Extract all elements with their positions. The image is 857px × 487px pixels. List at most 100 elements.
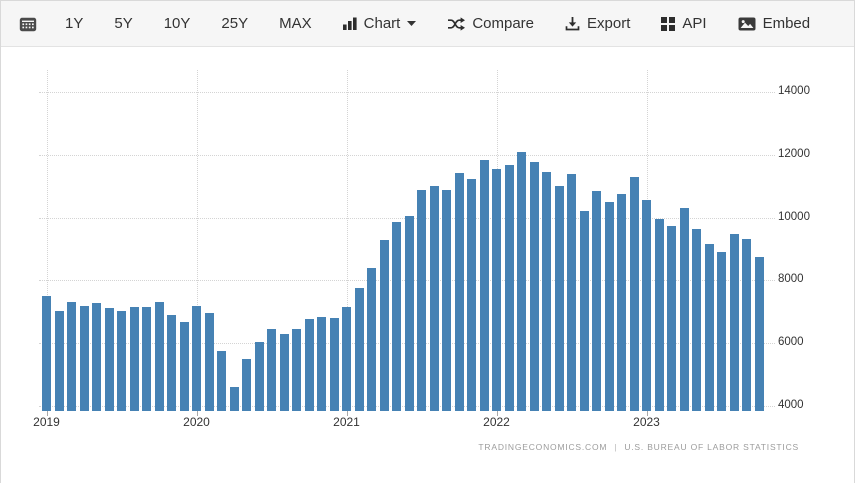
bar-2022-03[interactable] [517, 152, 526, 411]
y-axis-tick-label: 8000 [778, 273, 804, 286]
bar-2021-04[interactable] [379, 239, 389, 411]
x-axis-tick [646, 411, 648, 416]
bar-2023-05[interactable] [692, 229, 701, 411]
y-axis-tick-label: 12000 [778, 147, 810, 160]
bar-2023-01[interactable] [642, 200, 651, 411]
chart-toolbar: 1Y 5Y 10Y 25Y MAX Chart Compare [1, 1, 854, 47]
y-axis-tick-label: 6000 [778, 336, 804, 349]
attribution: TRADINGECONOMICS.COM | U.S. BUREAU OF LABO… [478, 442, 799, 452]
bar-2020-11[interactable] [317, 316, 326, 411]
bar-2020-07[interactable] [267, 329, 276, 411]
bar-2021-08[interactable] [429, 186, 439, 411]
bar-2021-07[interactable] [417, 189, 426, 411]
api-button[interactable]: API [659, 11, 708, 36]
y-gridline [39, 92, 775, 93]
embed-image-icon [738, 17, 756, 30]
range-button-25y[interactable]: 25Y [219, 11, 250, 36]
bar-2021-02[interactable] [354, 288, 364, 411]
bar-2019-06[interactable] [104, 308, 114, 411]
y-axis-tick-label: 14000 [778, 85, 810, 97]
attribution-source: TRADINGECONOMICS.COM [478, 442, 608, 452]
bar-2022-01[interactable] [492, 168, 501, 411]
bar-2022-11[interactable] [617, 193, 626, 411]
bar-2022-10[interactable] [604, 202, 614, 411]
chart-type-label: Chart [363, 15, 401, 32]
bar-2021-03[interactable] [367, 268, 376, 411]
bar-2019-04[interactable] [79, 305, 89, 411]
range-button-5y[interactable]: 5Y [112, 11, 134, 36]
api-grid-icon [661, 16, 676, 31]
range-button-10y[interactable]: 10Y [162, 11, 193, 36]
shuffle-icon [448, 16, 466, 31]
calendar-button[interactable] [17, 12, 39, 36]
x-axis-tick-label: 2019 [33, 415, 60, 429]
bar-2022-04[interactable] [529, 162, 539, 411]
bar-2019-09[interactable] [142, 307, 151, 411]
api-label: API [682, 15, 707, 32]
export-label: Export [587, 15, 631, 32]
chevron-down-icon [407, 21, 417, 26]
x-gridline [196, 70, 198, 411]
x-axis-tick-label: 2023 [633, 415, 660, 429]
bar-2020-05[interactable] [242, 358, 251, 411]
bar-2021-06[interactable] [404, 215, 414, 411]
bar-2023-10[interactable] [754, 257, 764, 411]
bar-2022-08[interactable] [579, 211, 589, 411]
bar-2023-02[interactable] [654, 219, 664, 411]
y-gridline [39, 154, 775, 156]
export-button[interactable]: Export [563, 11, 632, 36]
bar-2020-10[interactable] [304, 319, 314, 411]
compare-button[interactable]: Compare [445, 11, 536, 36]
bar-2022-02[interactable] [504, 165, 514, 411]
bar-2022-05[interactable] [542, 172, 551, 411]
bar-2023-08[interactable] [729, 233, 739, 411]
bar-2020-01[interactable] [192, 306, 201, 411]
bar-2022-07[interactable] [567, 173, 576, 411]
embed-button[interactable]: Embed [736, 11, 813, 36]
bar-2019-07[interactable] [117, 310, 126, 411]
bar-2019-10[interactable] [154, 302, 164, 411]
bar-2020-03[interactable] [217, 351, 226, 411]
y-axis-tick-label: 4000 [778, 399, 804, 411]
x-gridline [346, 70, 348, 411]
bar-2021-12[interactable] [479, 159, 489, 411]
range-label: 5Y [114, 15, 133, 32]
bar-2020-02[interactable] [204, 313, 214, 411]
bar-2020-08[interactable] [279, 334, 289, 411]
bar-2023-07[interactable] [717, 251, 726, 411]
range-button-max[interactable]: MAX [277, 11, 314, 36]
range-button-1y[interactable]: 1Y [63, 11, 85, 36]
bar-2020-09[interactable] [292, 329, 301, 411]
bar-2019-01[interactable] [42, 296, 51, 411]
bar-2023-03[interactable] [667, 225, 676, 411]
embed-label: Embed [762, 15, 811, 32]
bar-2022-06[interactable] [554, 186, 564, 411]
bar-2022-09[interactable] [592, 190, 601, 411]
bar-2023-06[interactable] [704, 243, 714, 411]
bar-2019-03[interactable] [67, 302, 76, 411]
chart-type-dropdown[interactable]: Chart [341, 11, 419, 36]
y-axis-tick-label: 10000 [778, 210, 810, 223]
bar-2020-04[interactable] [229, 386, 239, 411]
bar-2023-04[interactable] [679, 207, 689, 411]
bar-2019-02[interactable] [54, 310, 64, 411]
bar-2020-06[interactable] [254, 341, 264, 411]
bar-2021-10[interactable] [454, 173, 464, 411]
attribution-divider: | [614, 442, 618, 452]
attribution-provider: U.S. BUREAU OF LABOR STATISTICS [624, 442, 799, 452]
x-axis-tick-label: 2022 [483, 415, 510, 429]
bar-2019-05[interactable] [92, 303, 101, 411]
bar-2022-12[interactable] [629, 177, 639, 411]
calendar-icon [19, 17, 37, 31]
x-axis-tick [196, 411, 198, 416]
bar-2023-09[interactable] [742, 238, 751, 411]
bar-2021-01[interactable] [342, 307, 351, 411]
bar-2020-12[interactable] [329, 318, 339, 411]
bar-2021-11[interactable] [467, 178, 476, 411]
bar-2019-08[interactable] [129, 307, 139, 411]
bar-2019-11[interactable] [167, 314, 176, 411]
bar-2019-12[interactable] [179, 322, 189, 411]
bar-2021-09[interactable] [442, 189, 451, 411]
bar-2021-05[interactable] [392, 222, 401, 411]
